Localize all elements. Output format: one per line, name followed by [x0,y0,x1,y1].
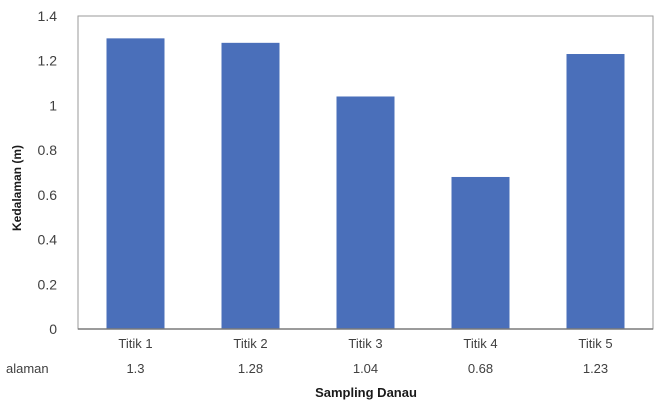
x-tick-label: Titik 4 [463,336,497,351]
y-ticks-group: 0 0.2 0.4 0.6 0.8 1 1.2 1.4 [38,8,58,337]
y-tick-label: 0.6 [38,187,58,203]
y-tick-label: 0.4 [38,232,58,248]
x-tick-label: Titik 3 [348,336,382,351]
bar [566,54,625,329]
category-labels-group: Titik 1 Titik 2 Titik 3 Titik 4 Titik 5 [118,336,612,351]
data-table-value: 1.04 [353,361,378,376]
x-tick-label: Titik 5 [578,336,612,351]
bars-group [106,38,625,329]
bar [106,38,165,329]
y-tick-label: 0 [49,321,57,337]
data-table-values-group: 1.3 1.28 1.04 0.68 1.23 [126,361,608,376]
bar [451,176,510,329]
y-tick-label: 1.2 [38,53,58,69]
y-tick-label: 0.8 [38,142,58,158]
y-tick-label: 0.2 [38,276,58,292]
data-table-value: 1.3 [126,361,144,376]
data-table-value: 1.28 [238,361,263,376]
x-axis-label: Sampling Danau [315,385,417,400]
y-axis-label: Kedalaman (m) [10,145,24,231]
bar [336,96,395,329]
data-table-value: 0.68 [468,361,493,376]
data-table-row-label: alaman [6,361,49,376]
y-tick-label: 1.4 [38,8,58,24]
y-tick-label: 1 [49,97,57,113]
bar [221,42,280,329]
x-tick-label: Titik 2 [233,336,267,351]
data-table-value: 1.23 [583,361,608,376]
x-tick-label: Titik 1 [118,336,152,351]
